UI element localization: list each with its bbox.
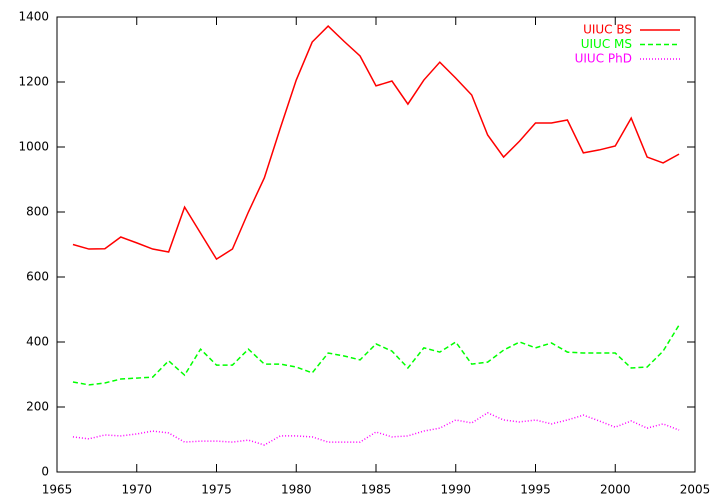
series-line [72, 324, 680, 386]
y-tick-label: 600 [26, 270, 49, 284]
y-tick-label: 200 [26, 400, 49, 414]
series-line [72, 25, 680, 261]
legend-label: UIUC MS [581, 37, 632, 51]
y-tick-label: 800 [26, 205, 49, 219]
x-tick-label: 1970 [121, 483, 152, 497]
x-tick-label: 2005 [680, 483, 711, 497]
x-tick-label: 1995 [520, 483, 551, 497]
x-tick-label: 1975 [201, 483, 232, 497]
y-tick-label: 1400 [18, 10, 49, 24]
y-tick-label: 400 [26, 335, 49, 349]
legend-label: UIUC BS [583, 23, 632, 37]
x-tick-label: 1980 [281, 483, 312, 497]
series-line [72, 412, 680, 446]
y-tick-label: 1200 [18, 75, 49, 89]
x-tick-label: 1965 [42, 483, 73, 497]
x-tick-label: 1990 [440, 483, 471, 497]
x-tick-label: 2000 [600, 483, 631, 497]
y-tick-label: 1000 [18, 140, 49, 154]
y-tick-label: 0 [41, 465, 49, 479]
x-tick-label: 1985 [361, 483, 392, 497]
legend-label: UIUC PhD [575, 52, 632, 66]
